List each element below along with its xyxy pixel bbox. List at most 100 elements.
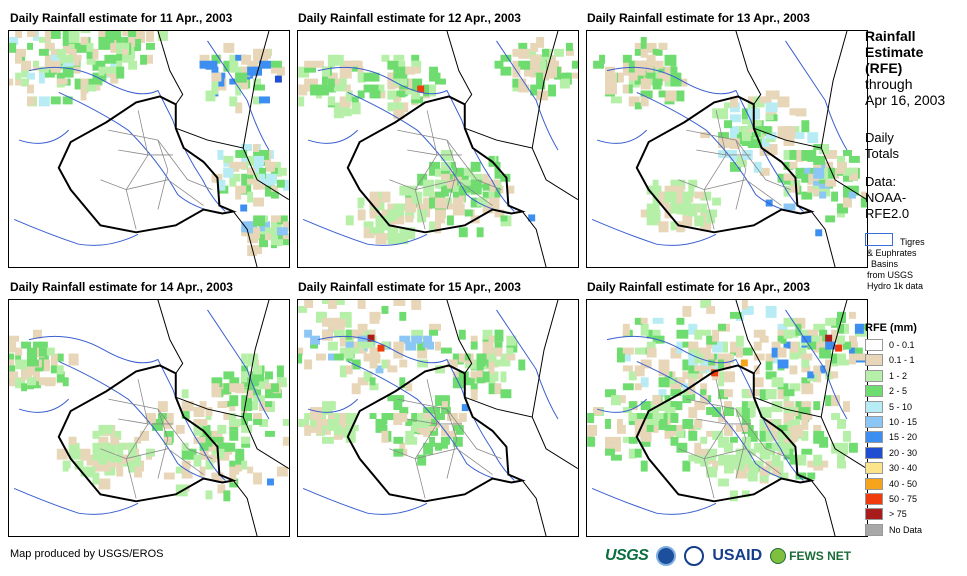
- rainfall-cell: [813, 155, 826, 165]
- rainfall-cell: [837, 203, 848, 214]
- rainfall-cell: [664, 395, 671, 402]
- rainfall-cell: [151, 418, 163, 431]
- rainfall-cell: [482, 191, 492, 199]
- basin-line2: & Euphrates: [867, 248, 917, 258]
- rainfall-cell: [282, 418, 289, 426]
- rainfall-cell: [622, 347, 634, 355]
- rainfall-cell: [452, 185, 460, 192]
- rainfall-cell: [482, 341, 494, 354]
- rainfall-cell: [741, 347, 753, 356]
- rainfall-cell: [435, 413, 445, 420]
- rainfall-cell: [795, 454, 807, 466]
- rainfall-cell: [825, 371, 834, 380]
- rainfall-cell: [458, 329, 466, 340]
- rainfall-cell: [664, 407, 675, 414]
- rainfall-cell: [116, 442, 128, 450]
- rainfall-cell: [68, 66, 81, 74]
- legend-label: 10 - 15: [889, 416, 918, 427]
- rainfall-cell: [718, 371, 725, 383]
- rainfall-cell: [387, 72, 398, 82]
- rainfall-cell: [417, 209, 428, 217]
- rainfall-cell: [175, 424, 185, 434]
- rainfall-cell: [134, 36, 142, 43]
- rainfall-cell: [622, 84, 629, 94]
- legend-swatch: [865, 339, 883, 351]
- rainfall-cell: [440, 395, 450, 408]
- rainfall-cell: [241, 371, 250, 383]
- rainfall-cell: [452, 167, 464, 177]
- rainfall-cell: [98, 60, 106, 70]
- rainfall-cell: [470, 335, 478, 344]
- rainfall-cell: [622, 353, 631, 362]
- rainfall-cell: [494, 383, 502, 395]
- rainfall-cell: [253, 472, 263, 485]
- rainfall-cell: [369, 90, 381, 99]
- rainfall-cell: [399, 233, 409, 245]
- rainfall-cell: [807, 341, 817, 350]
- rainfall-cell: [211, 436, 224, 444]
- rainfall-cell: [759, 407, 772, 418]
- rainfall-cell: [777, 448, 789, 455]
- rainfall-cell: [345, 335, 354, 344]
- rainfall-cell: [181, 472, 193, 479]
- province-boundary: [118, 418, 149, 425]
- rainfall-cell: [235, 161, 247, 169]
- rainfall-cell: [634, 347, 646, 355]
- rainfall-cell: [399, 377, 406, 389]
- daily-text: Daily: [865, 130, 894, 145]
- rainfall-cell: [777, 329, 789, 337]
- rainfall-cell: [15, 347, 23, 356]
- rainfall-cell: [488, 353, 497, 362]
- rainfall-cell: [229, 413, 237, 425]
- rainfall-cell: [819, 191, 827, 199]
- rainfall-cell: [405, 203, 417, 210]
- rainfall-cell: [729, 149, 737, 161]
- rainfall-cell: [417, 418, 430, 428]
- rainfall-cell: [518, 48, 530, 59]
- rainfall-cell: [658, 418, 665, 430]
- rainfall-cell: [223, 442, 236, 452]
- legend-swatch: [865, 446, 883, 459]
- rainfall-cell: [712, 460, 719, 471]
- rainfall-cell: [729, 341, 740, 353]
- rainfall-cell: [229, 161, 240, 172]
- rainfall-cell: [381, 430, 389, 443]
- rainfall-cell: [488, 359, 495, 371]
- rainfall-cell: [423, 413, 432, 425]
- legend-swatch: [865, 508, 883, 521]
- rainfall-cell: [235, 66, 245, 77]
- fews-globe-icon: [770, 548, 787, 564]
- rainfall-cell: [38, 48, 49, 56]
- rainfall-cell: [211, 78, 219, 89]
- legend-swatch: [865, 462, 883, 475]
- rainfall-cell: [211, 383, 220, 392]
- rainfall-cell: [128, 36, 136, 47]
- rainfall-cell: [512, 78, 522, 88]
- rainfall-cell: [405, 78, 413, 89]
- rainfall-cell: [181, 460, 191, 469]
- rainfall-cell: [122, 36, 134, 48]
- rainfall-cell: [482, 335, 493, 344]
- basin-line5: Hydro 1k data: [867, 281, 924, 291]
- rainfall-cell: [351, 60, 363, 67]
- rainfall-cell: [622, 323, 630, 336]
- rainfall-cell: [417, 413, 429, 421]
- rainfall-cell: [622, 54, 632, 63]
- rainfall-cell: [801, 448, 813, 455]
- rainfall-cell: [27, 347, 37, 358]
- rainfall-cell: [488, 335, 495, 343]
- rainfall-cell: [771, 454, 781, 466]
- rainfall-cell: [321, 407, 333, 416]
- legend-title: RFE (mm): [865, 322, 917, 334]
- province-boundary: [696, 149, 727, 156]
- rainfall-cell: [628, 72, 638, 81]
- rainfall-cell: [327, 317, 335, 324]
- rainfall-cell: [375, 215, 386, 226]
- rainfall-cell: [783, 389, 795, 397]
- rainfall-cell: [843, 323, 849, 334]
- rainfall-cell: [801, 173, 809, 183]
- rainfall-cell: [747, 466, 759, 474]
- rainfall-cell: [724, 353, 733, 364]
- rainfall-cell: [801, 430, 809, 441]
- rainfall-cell: [819, 144, 830, 154]
